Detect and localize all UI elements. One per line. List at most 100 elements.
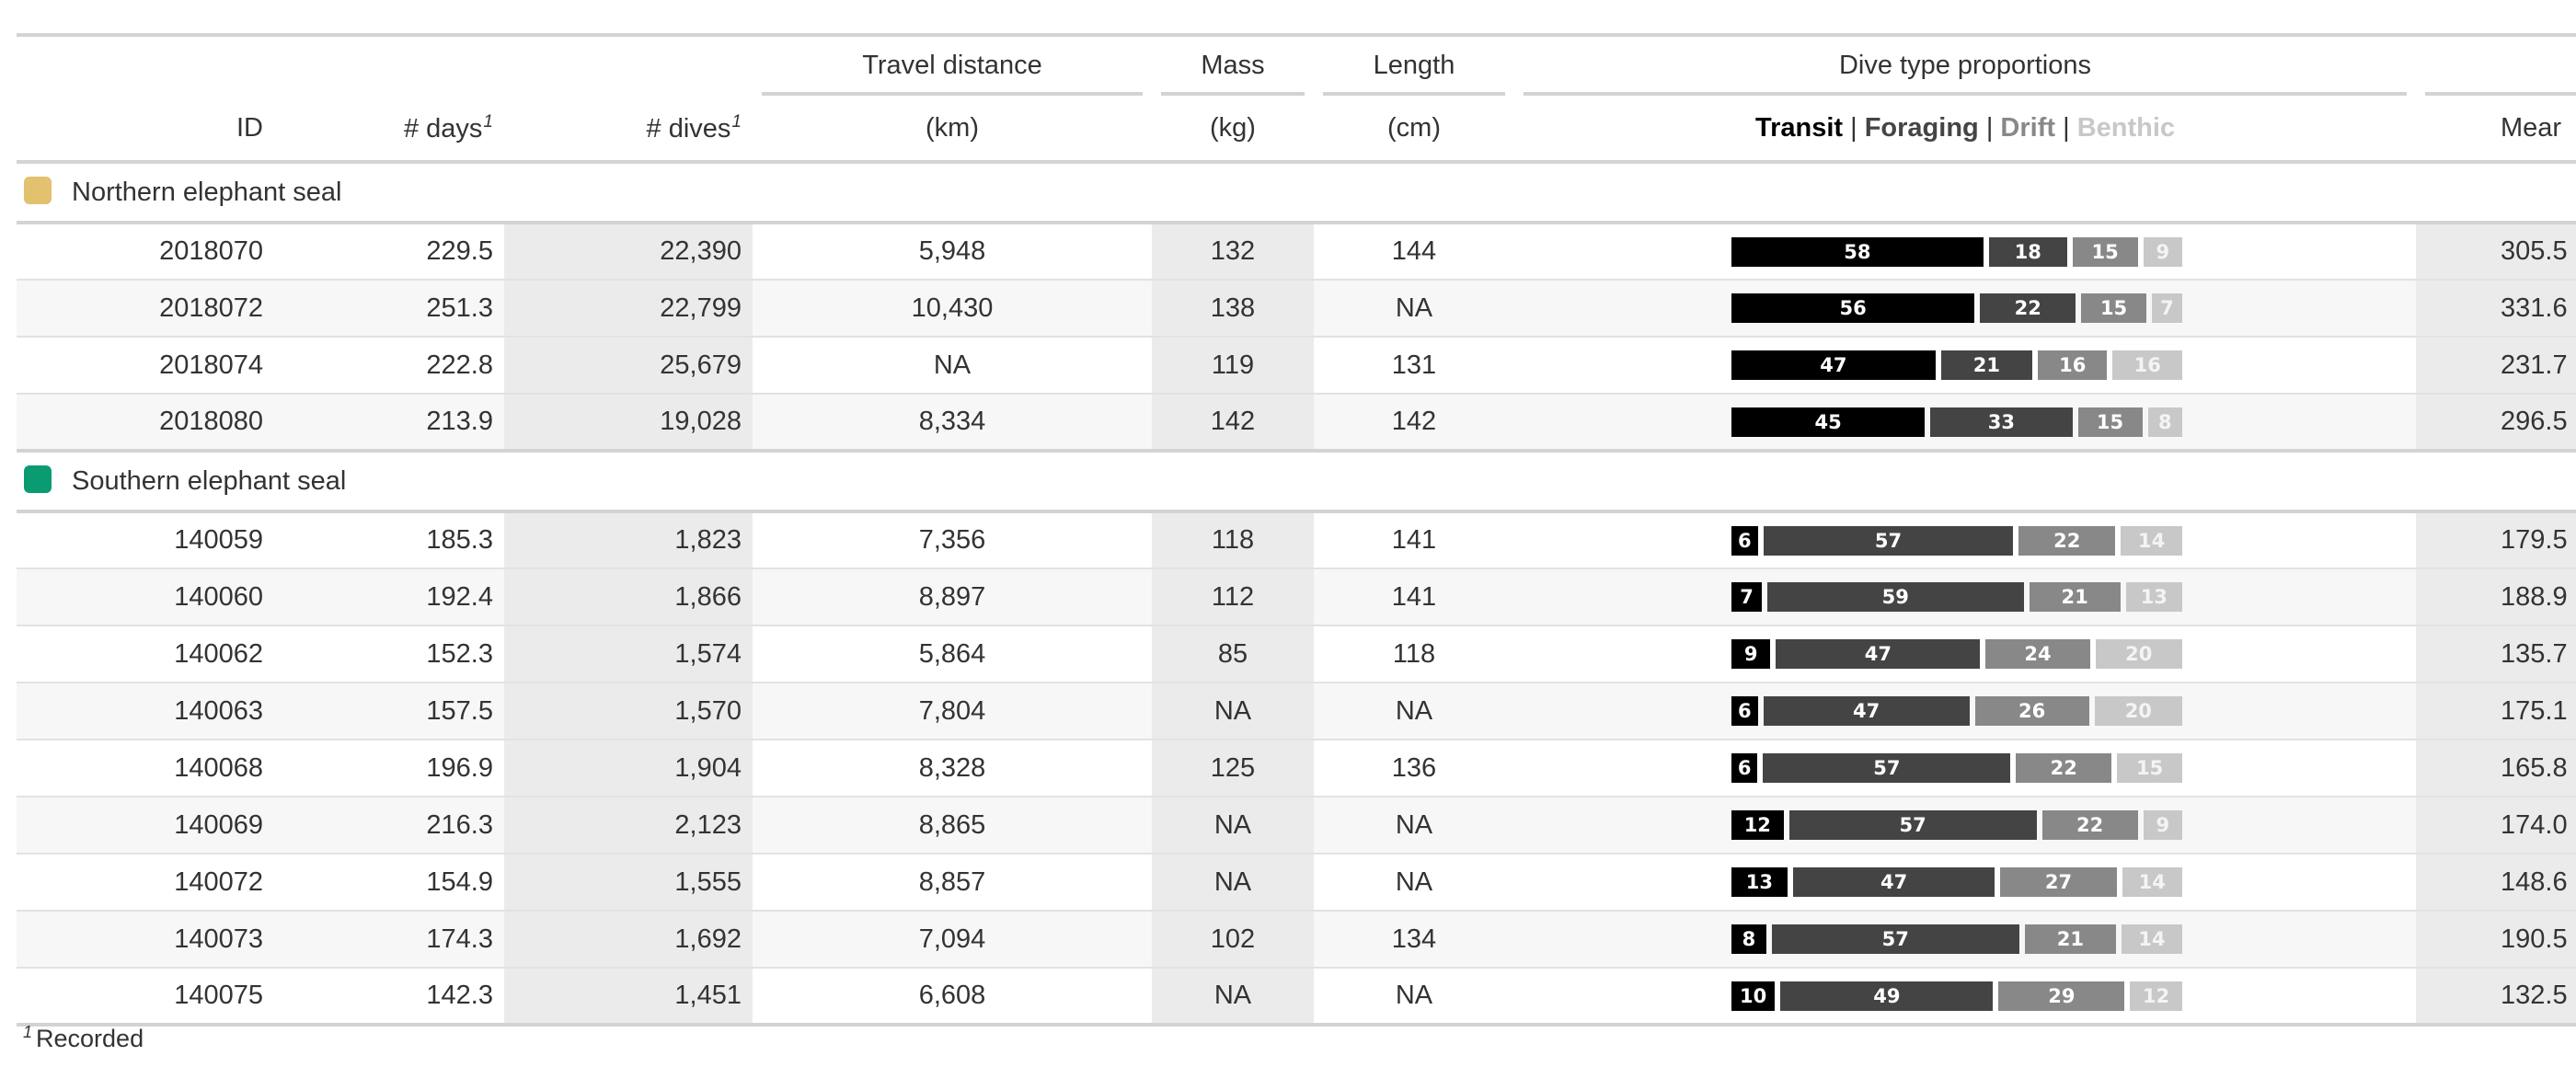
cell-days: 216.3 (274, 797, 504, 855)
cell-mean: 231.7 (2416, 337, 2576, 395)
cell-mass: 138 (1152, 280, 1314, 338)
bar-segment-foraging: 21 (1940, 350, 2032, 380)
table-row: 140062 152.3 1,574 5,864 85 118 9 47 24 20 135.7 (17, 625, 2576, 683)
bar-segment-transit: 10 (1731, 981, 1776, 1011)
cell-length: 136 (1314, 740, 1514, 797)
cell-length: 118 (1314, 625, 1514, 683)
legend-drift: Drift (2000, 112, 2056, 143)
legend-foraging: Foraging (1864, 112, 1979, 143)
bar-segment-foraging: 57 (1771, 924, 2019, 954)
cell-dives: 1,451 (504, 968, 753, 1027)
cell-dives: 1,866 (504, 568, 753, 626)
bar-segment-drift: 15 (2072, 236, 2138, 267)
bar-segment-drift: 15 (2081, 293, 2146, 323)
cell-mass: 118 (1152, 511, 1314, 569)
group-row: Northern elephant seal (17, 162, 2576, 224)
cell-mass: 112 (1152, 568, 1314, 626)
cell-days: 213.9 (274, 394, 504, 453)
proportion-bar: 6 57 22 14 (1731, 525, 2182, 556)
cell-dives: 1,823 (504, 511, 753, 569)
group-swatch (24, 177, 52, 204)
cell-id: 140072 (17, 854, 274, 912)
bar-segment-benthic: 14 (2121, 924, 2182, 954)
table-row: 140075 142.3 1,451 6,608 NA NA 10 49 29 12 132.5 (17, 968, 2576, 1027)
bar-segment-drift: 22 (2041, 810, 2138, 840)
cell-travel: 8,897 (753, 568, 1152, 626)
cell-days: 142.3 (274, 968, 504, 1027)
cell-travel: 10,430 (753, 280, 1152, 338)
proportion-bar: 47 21 16 16 (1731, 350, 2182, 380)
cell-days: 196.9 (274, 740, 504, 797)
col-mean: Mear (2416, 96, 2576, 164)
cell-dives: 2,123 (504, 797, 753, 855)
cell-dive-proportions: 7 59 21 13 (1514, 568, 2416, 626)
table-row: 2018070 229.5 22,390 5,948 132 144 58 18 15 9 305.… (17, 223, 2576, 281)
cell-travel: 8,857 (753, 854, 1152, 912)
cell-travel: 6,608 (753, 968, 1152, 1027)
cell-mass: NA (1152, 968, 1314, 1027)
group-label: Southern elephant seal (72, 466, 347, 496)
bar-segment-benthic: 16 (2112, 350, 2182, 380)
cell-mass: NA (1152, 683, 1314, 740)
cell-length: NA (1314, 968, 1514, 1027)
cell-length: 131 (1314, 337, 1514, 395)
bar-segment-benthic: 8 (2147, 407, 2182, 437)
bar-segment-transit: 8 (1731, 924, 1766, 954)
cell-id: 140069 (17, 797, 274, 855)
col-days: # days1 (274, 96, 504, 164)
cell-days: 174.3 (274, 911, 504, 969)
cell-id: 140073 (17, 911, 274, 969)
cell-days: 192.4 (274, 568, 504, 626)
bar-segment-transit: 56 (1731, 293, 1975, 323)
proportion-bar: 8 57 21 14 (1731, 924, 2182, 954)
cell-id: 140075 (17, 968, 274, 1027)
group-swatch (24, 465, 52, 493)
group-row: Southern elephant seal (17, 451, 2576, 513)
footnote-mark: 1 (731, 111, 742, 132)
bar-segment-foraging: 47 (1763, 696, 1970, 726)
bar-segment-drift: 22 (2018, 525, 2116, 556)
col-mass-unit: (kg) (1152, 96, 1314, 164)
proportion-bar: 13 47 27 14 (1731, 867, 2182, 897)
cell-length: NA (1314, 280, 1514, 338)
spanner-mean-blank: . (2425, 51, 2576, 96)
proportion-bar: 6 47 26 20 (1731, 696, 2182, 726)
column-label-row: ID # days1 # dives1 (km) (kg) (cm) Trans… (17, 96, 2576, 164)
cell-mean: 296.5 (2416, 394, 2576, 453)
cell-days: 229.5 (274, 223, 504, 281)
proportion-bar: 7 59 21 13 (1731, 582, 2182, 612)
cell-dive-proportions: 10 49 29 12 (1514, 968, 2416, 1027)
cell-mean: 190.5 (2416, 911, 2576, 969)
cell-id: 140062 (17, 625, 274, 683)
cell-length: NA (1314, 797, 1514, 855)
cell-mean: 175.1 (2416, 683, 2576, 740)
bar-segment-benthic: 12 (2130, 981, 2182, 1011)
spanner-row: Travel distance Mass Length Dive type pr… (17, 37, 2576, 96)
cell-id: 2018074 (17, 337, 274, 395)
spanner-length: Length (1323, 51, 1505, 96)
legend-benthic: Benthic (2076, 112, 2176, 143)
cell-dives: 1,574 (504, 625, 753, 683)
proportion-bar: 58 18 15 9 (1731, 236, 2182, 267)
cell-length: 142 (1314, 394, 1514, 453)
cell-travel: 8,328 (753, 740, 1152, 797)
cell-id: 140063 (17, 683, 274, 740)
col-id: ID (17, 96, 274, 164)
bar-segment-transit: 6 (1731, 753, 1758, 783)
cell-days: 152.3 (274, 625, 504, 683)
bar-segment-drift: 27 (2000, 867, 2117, 897)
cell-mass: 125 (1152, 740, 1314, 797)
cell-dive-proportions: 13 47 27 14 (1514, 854, 2416, 912)
cell-dive-proportions: 58 18 15 9 (1514, 223, 2416, 281)
cell-dives: 19,028 (504, 394, 753, 453)
spanner-mass: Mass (1161, 51, 1305, 96)
cell-travel: 8,334 (753, 394, 1152, 453)
spanner-dive-type: Dive type proportions (1524, 51, 2407, 96)
cell-dives: 1,904 (504, 740, 753, 797)
bar-segment-foraging: 57 (1763, 525, 2014, 556)
bar-segment-transit: 9 (1731, 639, 1771, 669)
cell-id: 2018072 (17, 280, 274, 338)
cell-length: 141 (1314, 568, 1514, 626)
cell-days: 157.5 (274, 683, 504, 740)
